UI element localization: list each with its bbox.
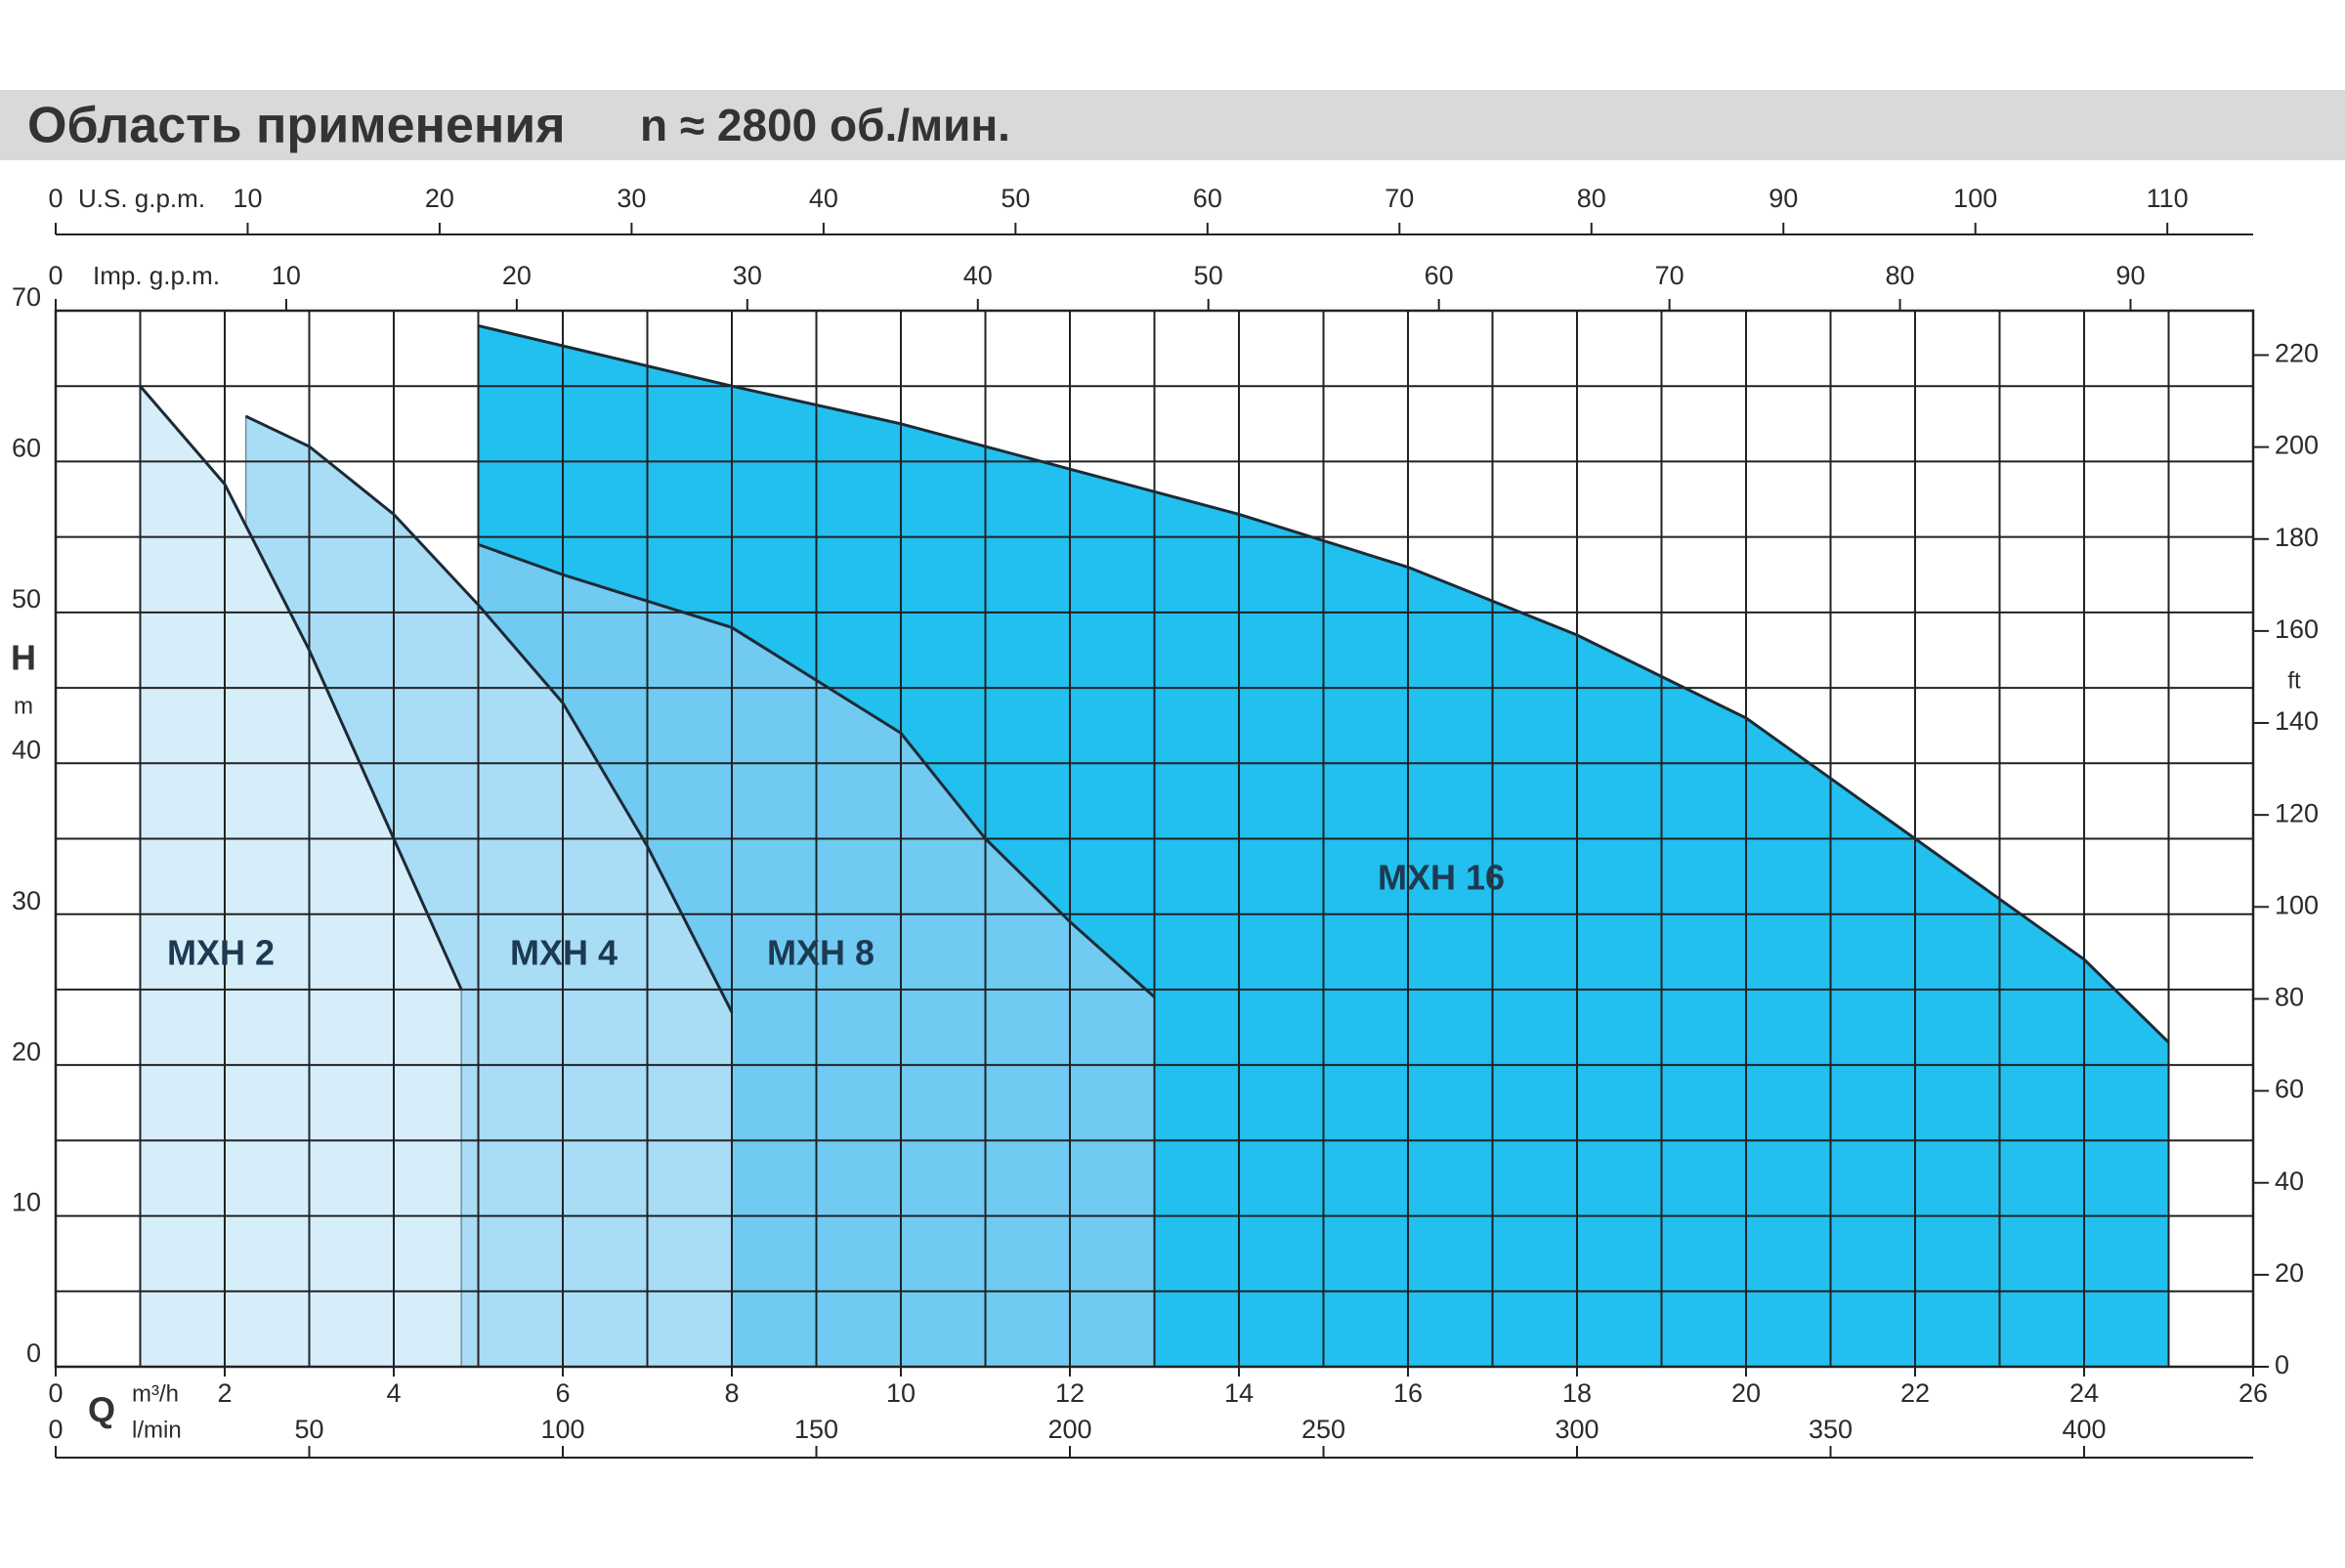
y2-tick-label: 40	[2275, 1166, 2304, 1196]
x-tick-label: 20	[425, 184, 454, 213]
x-tick-label: 70	[1385, 184, 1414, 213]
x-tick-label: 10	[233, 184, 262, 213]
series-label: MXH 16	[1378, 858, 1505, 898]
x-tick-label: 0	[48, 184, 63, 213]
curve	[244, 414, 734, 1013]
y2-tick-label: 140	[2275, 706, 2319, 736]
x-tick-label: 100	[1953, 184, 1997, 213]
x-tick-label: 12	[1055, 1378, 1085, 1408]
x-tick-label: 90	[1769, 184, 1798, 213]
y2-tick-label: 60	[2275, 1075, 2304, 1104]
chart-subtitle: n ≈ 2800 об./мин.	[640, 100, 1010, 150]
y2-tick-label: 220	[2275, 339, 2319, 368]
x-tick-label: 10	[272, 261, 301, 290]
x-tick-label: 14	[1224, 1378, 1254, 1408]
x-tick-label: 16	[1393, 1378, 1423, 1408]
x-tick-label: 50	[1194, 261, 1223, 290]
y-tick-label: 70	[12, 282, 41, 312]
y2-tick-label: 200	[2275, 431, 2319, 460]
x-tick-label: 0	[48, 1415, 63, 1444]
x-tick-label: 30	[733, 261, 762, 290]
y2-tick-label: 0	[2275, 1350, 2289, 1379]
y2-tick-label: 160	[2275, 614, 2319, 644]
x-tick-label: 22	[1900, 1378, 1930, 1408]
x-tick-label: 100	[540, 1415, 584, 1444]
y2-tick-label: 20	[2275, 1258, 2304, 1288]
x-tick-label: 50	[294, 1415, 323, 1444]
x-tick-label: 2	[217, 1378, 232, 1408]
series-label: MXH 8	[767, 933, 874, 973]
x-tick-label: 50	[1001, 184, 1030, 213]
x-tick-label: 30	[617, 184, 646, 213]
x-tick-label: 0	[48, 1378, 63, 1408]
curve	[477, 542, 1156, 998]
x-tick-label: 80	[1886, 261, 1915, 290]
series-label: MXH 2	[167, 933, 275, 973]
axis-unit: l/min	[132, 1417, 182, 1443]
series-label: MXH 4	[510, 933, 618, 973]
title-bar	[0, 90, 2345, 160]
x-tick-label: 40	[963, 261, 993, 290]
x-tick-label: 60	[1425, 261, 1454, 290]
y2-axis-label: ft	[2287, 667, 2301, 694]
x-tick-label: 150	[794, 1415, 838, 1444]
x-tick-label: 10	[886, 1378, 916, 1408]
x-tick-label: 24	[2069, 1378, 2099, 1408]
x-tick-label: 20	[1731, 1378, 1761, 1408]
x-tick-label: 200	[1047, 1415, 1091, 1444]
x-tick-label: 6	[555, 1378, 570, 1408]
chart-title: Область применения	[27, 98, 566, 154]
x-tick-label: 8	[724, 1378, 739, 1408]
y-tick-label: 10	[12, 1188, 41, 1217]
x-tick-label: 250	[1301, 1415, 1345, 1444]
y-axis-unit: m	[14, 693, 33, 719]
x-tick-label: 350	[1809, 1415, 1853, 1444]
x-tick-label: 20	[502, 261, 532, 290]
y2-tick-label: 100	[2275, 890, 2319, 919]
x-tick-label: 18	[1562, 1378, 1592, 1408]
x-tick-label: 110	[2147, 184, 2189, 213]
x-tick-label: 400	[2062, 1415, 2106, 1444]
y-tick-label: 40	[12, 735, 41, 764]
x-axis-label: Q	[88, 1390, 115, 1430]
x-tick-label: 26	[2238, 1378, 2268, 1408]
y-tick-label: 60	[12, 434, 41, 463]
curve	[139, 385, 463, 991]
y-tick-label: 30	[12, 886, 41, 915]
axis-unit: Imp. g.p.m.	[93, 261, 220, 290]
x-tick-label: 60	[1193, 184, 1222, 213]
y2-tick-label: 80	[2275, 983, 2304, 1012]
y-tick-label: 50	[12, 584, 41, 614]
x-tick-label: 0	[48, 261, 63, 290]
x-tick-label: 80	[1577, 184, 1606, 213]
y2-tick-label: 180	[2275, 523, 2319, 552]
x-axis-unit: m³/h	[132, 1380, 179, 1407]
x-tick-label: 40	[809, 184, 838, 213]
y2-tick-label: 120	[2275, 798, 2319, 827]
curve	[478, 323, 2170, 1044]
y-tick-label: 20	[12, 1037, 41, 1066]
y-tick-label: 0	[26, 1338, 41, 1368]
y-axis-label: H	[11, 638, 36, 678]
x-tick-label: 300	[1555, 1415, 1599, 1444]
x-tick-label: 4	[386, 1378, 401, 1408]
x-tick-label: 70	[1655, 261, 1684, 290]
axis-unit: U.S. g.p.m.	[78, 184, 205, 213]
x-tick-label: 90	[2115, 261, 2145, 290]
